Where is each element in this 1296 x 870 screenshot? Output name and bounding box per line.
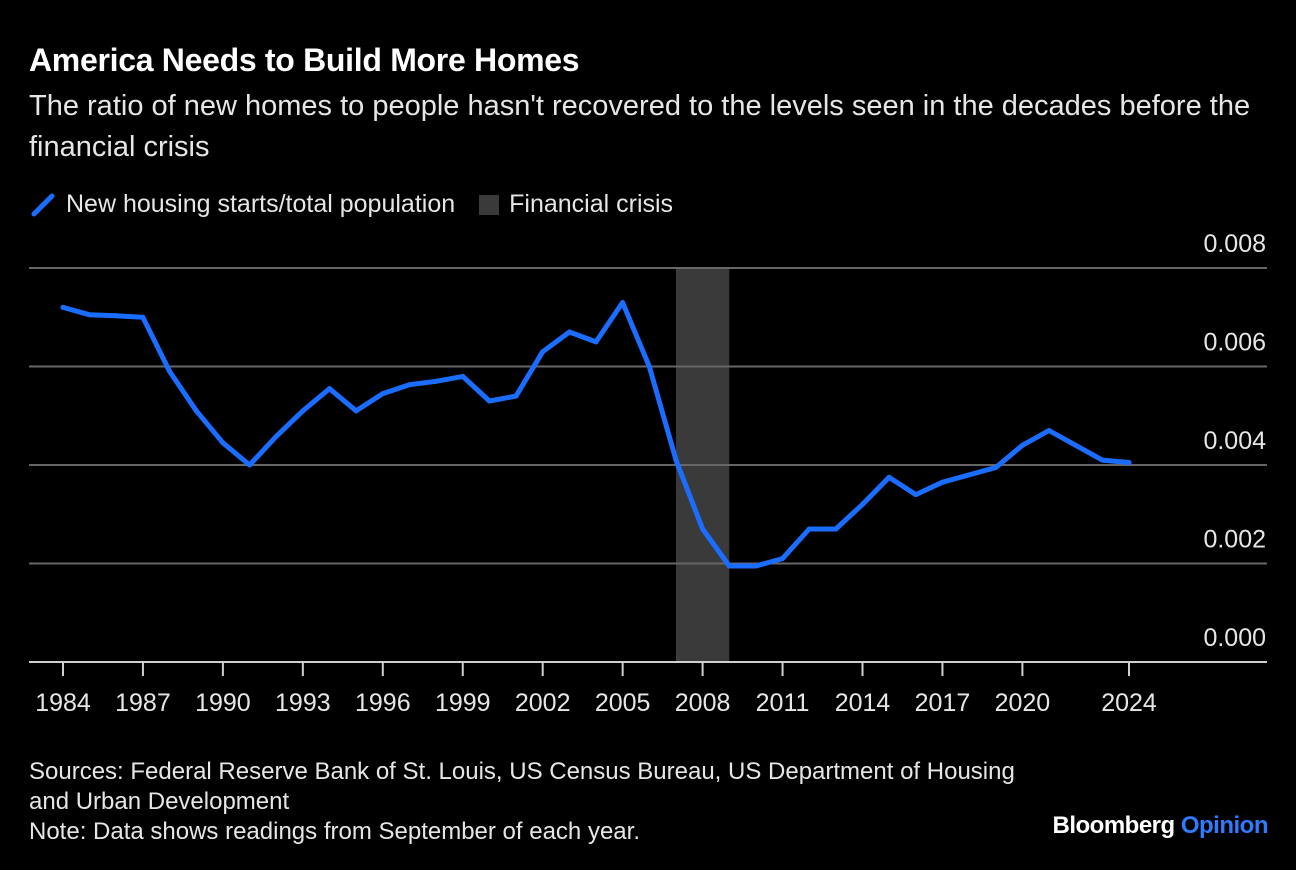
y-tick-label: 0.004 — [1203, 427, 1266, 455]
data-point — [860, 501, 865, 507]
legend-item-shade: Financial crisis — [479, 190, 673, 219]
data-point — [1019, 442, 1025, 448]
note-text: Note: Data shows readings from September… — [29, 818, 640, 845]
data-point — [380, 391, 386, 397]
chart-title: America Needs to Build More Homes — [29, 42, 580, 78]
x-tick-label: 2008 — [675, 689, 731, 717]
chart-subtitle: The ratio of new homes to people hasn't … — [29, 90, 1251, 163]
data-point — [1073, 442, 1079, 448]
x-tick-label: 2017 — [915, 689, 971, 717]
data-point — [140, 314, 146, 320]
data-point — [87, 312, 93, 318]
data-point — [833, 526, 839, 532]
x-tick-label: 2005 — [595, 689, 651, 717]
y-tick-label: 0.000 — [1203, 624, 1266, 652]
data-point — [406, 382, 412, 388]
data-point — [593, 339, 599, 345]
y-tick-label: 0.006 — [1203, 329, 1266, 357]
x-tick-label: 1990 — [195, 689, 251, 717]
data-point — [700, 526, 706, 532]
x-tick-label: 2011 — [756, 689, 810, 717]
data-point — [1099, 457, 1105, 463]
data-point — [753, 563, 759, 569]
sources-text: Sources: Federal Reserve Bank of St. Lou… — [29, 758, 1015, 815]
legend: New housing starts/total population Fina… — [30, 190, 697, 219]
x-tick-label: 1996 — [355, 689, 411, 717]
data-point — [620, 299, 626, 305]
x-tick-label: 2002 — [515, 689, 571, 717]
line-swatch-icon — [31, 193, 55, 216]
data-point — [806, 526, 812, 532]
data-point — [673, 457, 679, 463]
legend-series-label: New housing starts/total population — [66, 190, 456, 218]
data-point — [193, 408, 199, 414]
data-point — [513, 393, 519, 399]
brand-accent: Opinion — [1180, 812, 1269, 839]
brand-logo: Bloomberg Opinion — [1053, 812, 1269, 840]
data-point — [300, 408, 306, 414]
y-tick-label: 0.002 — [1203, 526, 1266, 554]
data-point — [1126, 460, 1132, 466]
legend-shade-label: Financial crisis — [509, 190, 674, 218]
data-point — [993, 464, 999, 470]
data-point — [353, 408, 359, 414]
data-point — [327, 386, 332, 392]
data-point — [886, 474, 892, 480]
x-tick-label: 1987 — [115, 689, 171, 717]
data-point — [486, 398, 492, 404]
data-point — [220, 440, 226, 446]
data-point — [433, 378, 439, 384]
data-point — [913, 492, 919, 498]
data-point — [113, 313, 119, 319]
x-tick-label: 1993 — [275, 689, 331, 717]
y-tick-label: 0.008 — [1203, 230, 1266, 258]
data-point — [1046, 428, 1052, 434]
data-point — [939, 479, 945, 485]
data-point — [646, 364, 652, 369]
brand-main: Bloomberg — [1052, 812, 1176, 839]
shade-swatch-icon — [479, 194, 500, 215]
data-point — [273, 433, 279, 439]
data-point — [60, 304, 66, 310]
data-point — [780, 556, 786, 562]
data-point — [566, 329, 572, 335]
data-point — [726, 563, 732, 569]
x-tick-label: 2024 — [1101, 689, 1157, 717]
data-point — [460, 373, 466, 379]
x-tick-label: 1984 — [35, 689, 91, 717]
data-point — [247, 462, 253, 468]
data-point — [540, 349, 546, 355]
data-point — [966, 472, 972, 478]
legend-item-series: New housing starts/total population — [30, 190, 455, 219]
x-tick-label: 2020 — [995, 689, 1051, 717]
chart-footer: Sources: Federal Reserve Bank of St. Lou… — [29, 757, 1029, 847]
x-tick-label: 1999 — [435, 689, 491, 717]
data-point — [167, 368, 173, 374]
x-tick-label: 2014 — [835, 689, 891, 717]
